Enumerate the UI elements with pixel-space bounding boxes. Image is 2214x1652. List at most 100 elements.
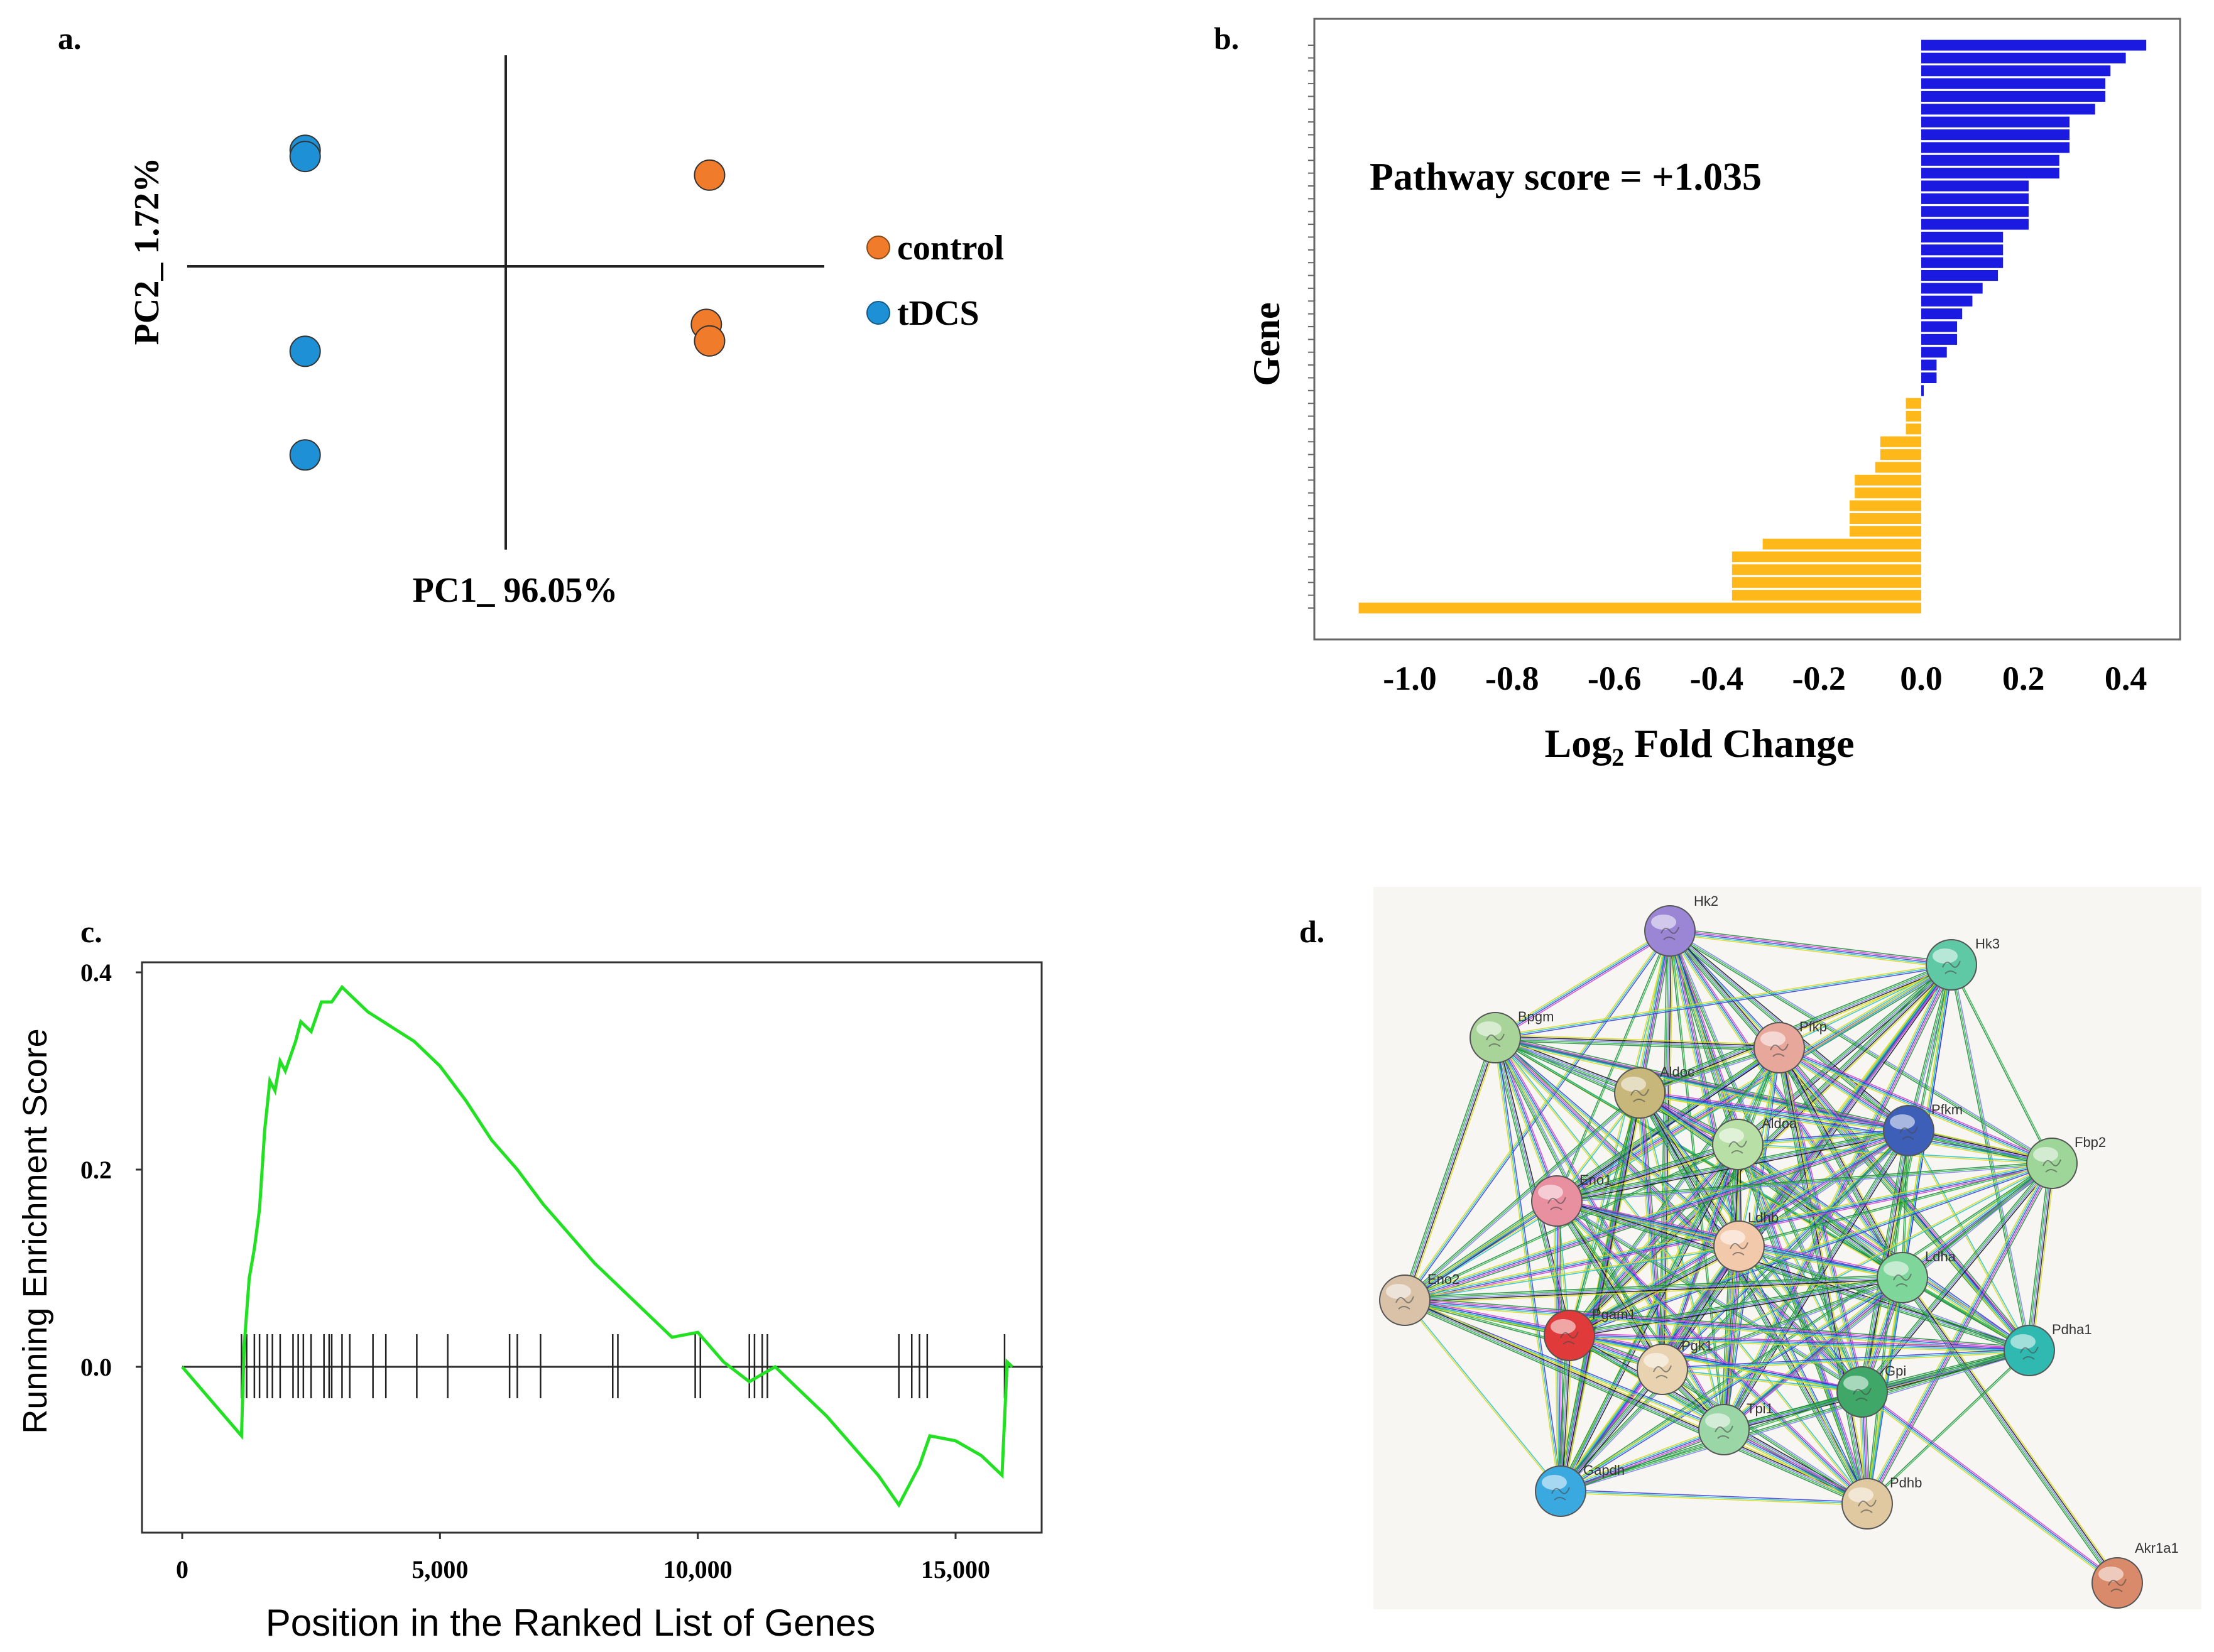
node-fbp2[interactable]: Fbp2 (2026, 1134, 2106, 1189)
network-edge-528 (1404, 1300, 1561, 1492)
node-ldhb-structure (1730, 1242, 1748, 1256)
network-edge-177 (1495, 1037, 1561, 1492)
network-edge-42 (1568, 930, 1670, 1335)
node-tpi1-label: Tpi1 (1747, 1401, 1774, 1416)
network-edge-515 (1405, 1296, 2030, 1349)
network-edge-157 (1401, 1036, 1493, 1300)
node-aldoa[interactable]: Aldoa (1712, 1116, 1797, 1170)
network-edge-240 (1639, 1093, 1909, 1132)
node-ldhb-highlight (1720, 1230, 1745, 1245)
node-pgam1[interactable]: Pgam1 (1544, 1307, 1636, 1361)
network-edge-8 (1494, 930, 1670, 1038)
network-edge-445 (1554, 1202, 1867, 1506)
network-edge-501 (1560, 1277, 1903, 1492)
network-edge-479 (1404, 1277, 1903, 1301)
node-eno2-highlight (1386, 1284, 1411, 1299)
bar-15 (1921, 219, 2029, 230)
node-ldha[interactable]: Ldha (1877, 1249, 1956, 1303)
node-pfkm[interactable]: Pfkm (1883, 1102, 1963, 1156)
network-edge-481 (1404, 1274, 1902, 1298)
node-bpgm[interactable]: Bpgm (1470, 1009, 1554, 1063)
network-edge-1 (1670, 927, 1952, 963)
bar-37 (1850, 500, 1921, 511)
network-edge-514 (1404, 1300, 1662, 1371)
network-edge-468 (1721, 1246, 1738, 1430)
gsea-hit-ticks (241, 1334, 1006, 1398)
network-edge-518 (1404, 1301, 2029, 1353)
node-ldhb[interactable]: Ldhb (1713, 1210, 1779, 1272)
node-eno2[interactable]: Eno2 (1379, 1271, 1459, 1326)
node-pdhb-label: Pdhb (1890, 1475, 1922, 1491)
bar-26 (1921, 359, 1937, 371)
network-edge-347 (1404, 1127, 1908, 1298)
network-edge-277 (1560, 1092, 1640, 1492)
node-pfkp[interactable]: Pfkp (1753, 1019, 1827, 1073)
node-pdha1-structure (2020, 1346, 2039, 1360)
network-edge-474 (1740, 1245, 1869, 1504)
node-gpi[interactable]: Gpi (1836, 1363, 1906, 1418)
node-pdhb[interactable]: Pdhb (1841, 1475, 1922, 1530)
node-eno1-structure (1547, 1197, 1566, 1210)
network-edge-487 (1662, 1277, 1903, 1370)
network-edge-461 (1738, 1246, 2030, 1351)
network-edge-571 (1662, 1367, 1868, 1503)
node-akr1a1[interactable]: Akr1a1 (2091, 1540, 2179, 1609)
node-fbp2-label: Fbp2 (2075, 1134, 2106, 1150)
node-pfkm-label: Pfkm (1931, 1102, 1963, 1117)
network-edge-395 (1863, 1164, 2054, 1394)
network-edge-9 (1493, 928, 1669, 1036)
node-pdha1[interactable]: Pdha1 (2004, 1322, 2092, 1376)
running-enrichment-line (181, 984, 1014, 1508)
network-edge-610 (1722, 1431, 1867, 1506)
network-edge-176 (1496, 1037, 1563, 1491)
network-edge-572 (1662, 1369, 1868, 1504)
node-bpgm-highlight (1476, 1021, 1502, 1036)
bar-4 (1921, 78, 2106, 89)
bar-44 (1731, 590, 1921, 601)
network-edge-569 (1559, 1368, 1662, 1491)
node-gapdh[interactable]: Gapdh (1535, 1462, 1625, 1517)
node-hk3[interactable]: Hk3 (1926, 936, 2000, 991)
network-edge-570 (1558, 1367, 1661, 1491)
node-fbp2-structure (2042, 1159, 2061, 1173)
network-edge-50 (1669, 931, 2029, 1352)
network-edge-228 (1781, 1046, 1871, 1504)
pca-legend: control tDCS (866, 229, 1004, 333)
network-edge-444 (1556, 1201, 1867, 1505)
network-edge-429 (1557, 1200, 2030, 1350)
node-tpi1[interactable]: Tpi1 (1698, 1401, 1774, 1455)
bar-29 (1906, 398, 1921, 409)
bar-28 (1921, 385, 1924, 396)
network-edge-366 (1561, 1131, 1911, 1493)
network-edge-600 (1861, 1392, 2117, 1584)
bar-x-tick-label-6: 0.0 (1900, 660, 1943, 697)
node-eno1[interactable]: Eno1 (1531, 1172, 1611, 1227)
node-ldha-structure (1893, 1273, 1912, 1287)
network-edge-258 (1403, 1091, 1639, 1300)
node-pfkp-label: Pfkp (1799, 1019, 1827, 1035)
network-edge-586 (1867, 1350, 2031, 1505)
gsea-x-axis-label: Position in the Ranked List of Genes (266, 1602, 876, 1644)
network-edge-578 (1861, 1347, 2029, 1390)
node-aldoc[interactable]: Aldoc (1614, 1064, 1694, 1119)
legend-tdcs-marker (866, 301, 890, 325)
network-edge-217 (1777, 1048, 2029, 1352)
network-edge-67 (1495, 964, 1952, 1038)
pathway-score-annotation: Pathway score = +1.035 (1370, 156, 1762, 198)
node-hk2[interactable]: Hk2 (1644, 893, 1718, 957)
node-pfkp-highlight (1760, 1031, 1786, 1046)
node-pgk1[interactable]: Pgk1 (1637, 1338, 1713, 1395)
network-edge-431 (1556, 1202, 2029, 1354)
bar-17 (1921, 244, 2004, 256)
node-aldoa-label: Aldoa (1762, 1116, 1797, 1131)
network-edge-155 (1404, 1037, 1496, 1301)
network-edge-232 (1775, 1048, 1865, 1505)
panel-d-label: d. (1299, 914, 1324, 949)
bar-43 (1731, 577, 1921, 588)
pca-x-axis-label: PC1_ 96.05% (413, 571, 618, 610)
network-edge-394 (2026, 1163, 2050, 1350)
network-edge-314 (1737, 1145, 2029, 1352)
node-eno1-label: Eno1 (1579, 1172, 1611, 1188)
network-edge-602 (1561, 1432, 1725, 1495)
network-edge-499 (1722, 1275, 1902, 1428)
